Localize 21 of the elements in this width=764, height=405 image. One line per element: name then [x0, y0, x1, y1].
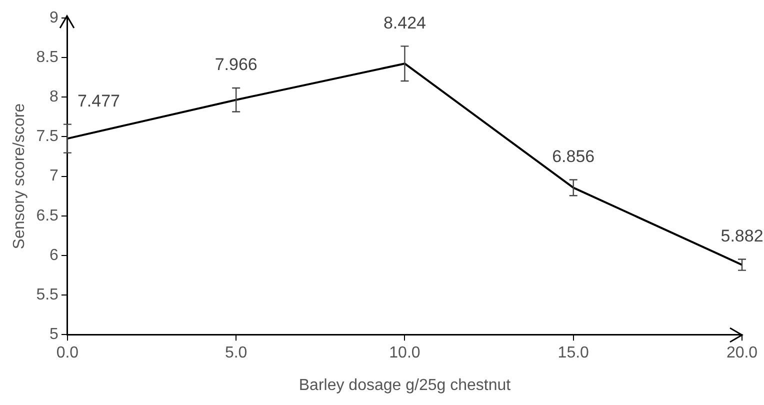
data-label: 7.966 — [214, 55, 258, 74]
y-tick-label: 6 — [50, 246, 59, 264]
y-tick-label: 6.5 — [36, 207, 59, 224]
y-tick-label: 9 — [50, 9, 59, 26]
y-tick-label: 8.5 — [36, 48, 59, 66]
x-tick-label: 0.0 — [56, 344, 79, 362]
y-tick-label: 5.5 — [36, 286, 59, 304]
x-tick-label: 10.0 — [389, 344, 420, 362]
x-tick-label: 15.0 — [558, 344, 590, 362]
data-label: 8.424 — [383, 13, 426, 32]
data-label: 6.856 — [552, 146, 595, 166]
x-tick-label: 20.0 — [726, 344, 758, 362]
y-tick-label: 5 — [50, 326, 59, 344]
data-label: 5.882 — [720, 226, 764, 246]
x-axis-title: Barley dosage g/25g chestnut — [298, 376, 512, 394]
x-tick-label: 5.0 — [224, 344, 248, 362]
y-tick-label: 8 — [50, 88, 59, 106]
y-tick-label: 7.5 — [36, 128, 59, 146]
data-label: 7.477 — [77, 91, 120, 110]
y-tick-label: 7 — [50, 168, 59, 185]
y-axis-title: Sensory score/score — [11, 103, 28, 250]
